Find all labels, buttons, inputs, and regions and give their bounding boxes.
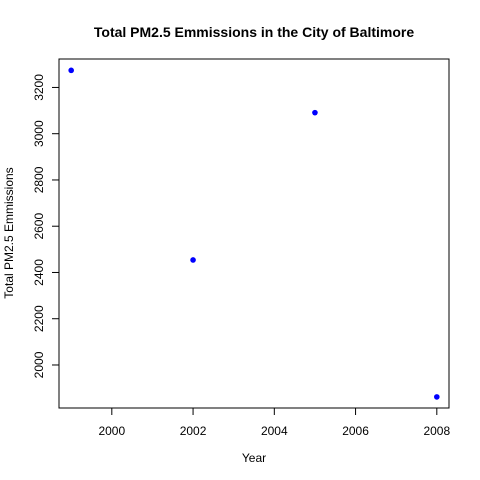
y-tick-label: 2600 [32, 213, 46, 240]
x-tick-label: 2002 [180, 424, 207, 438]
x-tick-label: 2000 [98, 424, 125, 438]
y-tick-label: 2200 [32, 305, 46, 332]
y-tick-label: 3200 [32, 74, 46, 101]
x-axis: 2000 2002 2004 2006 2008 [98, 407, 450, 438]
x-tick-label: 2006 [342, 424, 369, 438]
y-axis: 2000 2200 2400 2600 2800 3000 3200 [32, 74, 60, 378]
y-axis-label: Total PM2.5 Emmissions [2, 167, 16, 298]
y-tick-label: 3000 [32, 120, 46, 147]
x-axis-label: Year [242, 451, 266, 465]
data-points [68, 67, 440, 400]
chart-title: Total PM2.5 Emmissions in the City of Ba… [94, 24, 414, 40]
y-tick-label: 2400 [32, 259, 46, 286]
data-point [68, 67, 74, 74]
y-tick-label: 2800 [32, 166, 46, 193]
x-tick-label: 2004 [261, 424, 288, 438]
y-tick-label: 2000 [32, 351, 46, 378]
data-point [434, 394, 440, 400]
data-point [312, 109, 318, 116]
x-tick-label: 2008 [423, 424, 450, 438]
data-point [190, 257, 196, 263]
